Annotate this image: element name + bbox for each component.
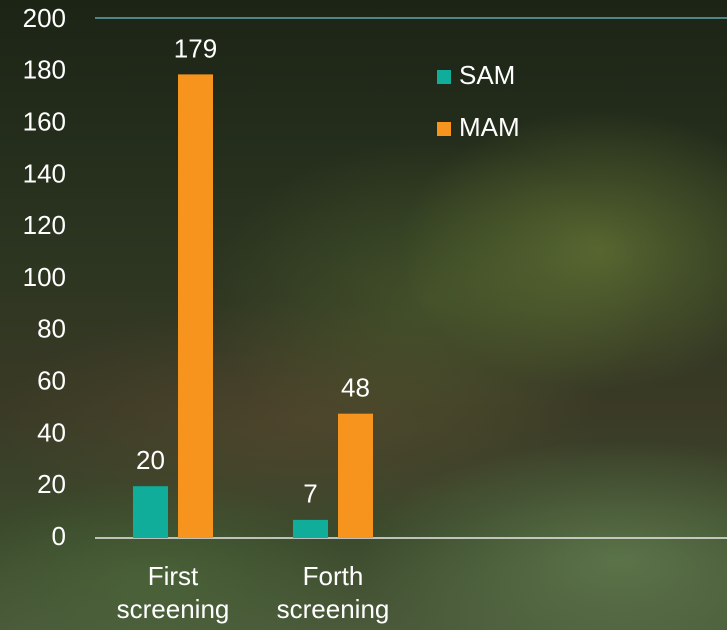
y-tick-label: 140 xyxy=(23,158,66,188)
value-label: 48 xyxy=(341,373,370,403)
y-tick-label: 160 xyxy=(23,106,66,136)
y-tick-label: 40 xyxy=(37,417,66,447)
bar xyxy=(338,414,373,538)
y-tick-label: 200 xyxy=(23,3,66,33)
bar xyxy=(178,74,213,538)
chart: 0 20 40 60 80 100 120 140 160 180 200 20 179 7 48 SAM MA… xyxy=(0,0,727,630)
x-tick-label: First screening xyxy=(93,560,253,626)
y-tick-label: 80 xyxy=(37,314,66,344)
legend-label: MAM xyxy=(459,112,520,142)
value-label: 20 xyxy=(136,445,165,475)
bar xyxy=(293,520,328,538)
x-tick-label: Forth screening xyxy=(253,560,413,626)
y-tick-label: 180 xyxy=(23,55,66,85)
page: 0 20 40 60 80 100 120 140 160 180 200 20 179 7 48 SAM MA… xyxy=(0,0,727,630)
y-tick-label: 20 xyxy=(37,469,66,499)
legend-swatch xyxy=(437,70,451,84)
value-label: 179 xyxy=(174,33,217,63)
y-tick-label: 120 xyxy=(23,210,66,240)
value-label: 7 xyxy=(303,479,317,509)
legend-label: SAM xyxy=(459,60,515,90)
bar xyxy=(133,486,168,538)
y-tick-label: 60 xyxy=(37,365,66,395)
y-tick-label: 100 xyxy=(23,262,66,292)
y-tick-label: 0 xyxy=(52,521,66,551)
legend-swatch xyxy=(437,122,451,136)
